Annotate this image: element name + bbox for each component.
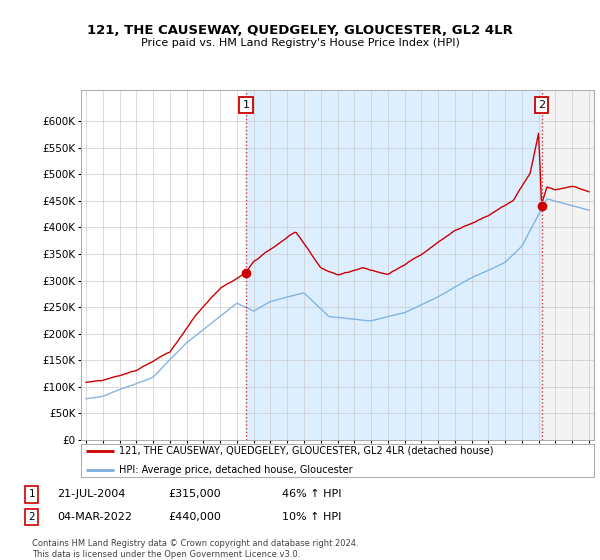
Text: 121, THE CAUSEWAY, QUEDGELEY, GLOUCESTER, GL2 4LR (detached house): 121, THE CAUSEWAY, QUEDGELEY, GLOUCESTER… xyxy=(119,446,494,456)
Text: Contains HM Land Registry data © Crown copyright and database right 2024.
This d: Contains HM Land Registry data © Crown c… xyxy=(32,539,358,559)
Text: 46% ↑ HPI: 46% ↑ HPI xyxy=(282,489,341,500)
Bar xyxy=(542,90,594,440)
Text: 21-JUL-2004: 21-JUL-2004 xyxy=(57,489,125,500)
Text: HPI: Average price, detached house, Gloucester: HPI: Average price, detached house, Glou… xyxy=(119,465,353,475)
Text: £315,000: £315,000 xyxy=(168,489,221,500)
Text: 2: 2 xyxy=(28,512,35,522)
Text: 121, THE CAUSEWAY, QUEDGELEY, GLOUCESTER, GL2 4LR: 121, THE CAUSEWAY, QUEDGELEY, GLOUCESTER… xyxy=(87,24,513,36)
Text: £440,000: £440,000 xyxy=(168,512,221,522)
Text: 1: 1 xyxy=(28,489,35,500)
Text: Price paid vs. HM Land Registry's House Price Index (HPI): Price paid vs. HM Land Registry's House … xyxy=(140,38,460,48)
Text: 10% ↑ HPI: 10% ↑ HPI xyxy=(282,512,341,522)
Text: 04-MAR-2022: 04-MAR-2022 xyxy=(57,512,132,522)
Bar xyxy=(246,90,542,440)
Text: 2: 2 xyxy=(538,100,545,110)
Text: 1: 1 xyxy=(242,100,250,110)
